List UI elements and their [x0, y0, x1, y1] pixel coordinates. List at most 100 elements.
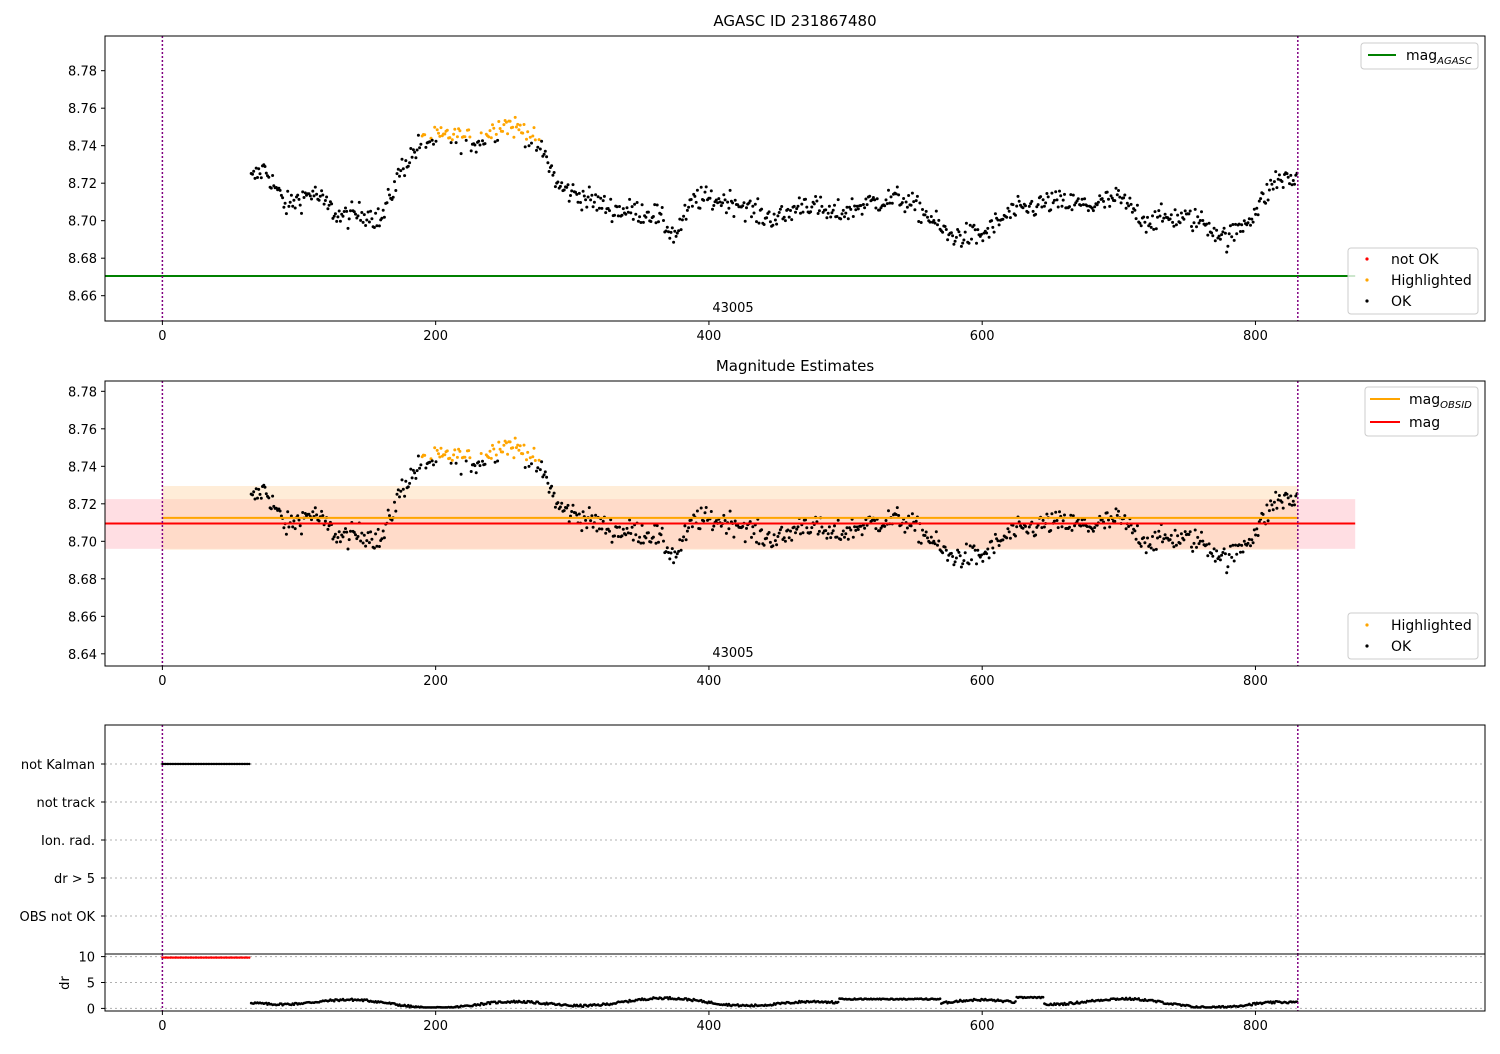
not-kalman-point	[246, 762, 249, 766]
ok-point	[993, 532, 997, 536]
ok-point	[360, 531, 364, 535]
ok-point	[853, 525, 857, 529]
ok-point	[870, 518, 874, 522]
ok-point	[1237, 222, 1241, 226]
ok-point	[1076, 197, 1080, 201]
ok-point	[317, 519, 321, 523]
x-tick-label: 200	[423, 1019, 448, 1034]
ok-point	[556, 501, 560, 505]
ok-point	[826, 532, 830, 536]
ok-point	[831, 529, 835, 533]
highlighted-point	[498, 447, 502, 451]
ok-point	[1015, 525, 1019, 529]
ok-point	[1163, 533, 1167, 537]
ok-point	[926, 215, 929, 219]
ok-point	[396, 167, 400, 171]
ok-point	[609, 197, 613, 201]
ok-point	[581, 189, 585, 193]
ok-point	[254, 166, 258, 170]
ok-point	[726, 200, 730, 204]
ok-point	[1176, 534, 1180, 538]
ok-point	[274, 506, 278, 510]
ok-point	[1134, 217, 1138, 221]
ok-point	[587, 185, 591, 189]
ok-point	[1156, 536, 1159, 540]
ok-point	[711, 207, 714, 211]
ok-point	[624, 533, 628, 537]
ok-point	[1251, 220, 1255, 224]
ok-point	[625, 526, 629, 530]
highlighted-point	[532, 126, 536, 130]
ok-point	[674, 555, 678, 559]
x-tick-label: 400	[697, 1019, 722, 1034]
ok-point	[849, 207, 853, 211]
ok-point	[631, 538, 635, 542]
ok-point	[1138, 221, 1142, 225]
y-tick-label: 8.70	[68, 535, 97, 550]
y-tick-label: 8.78	[68, 65, 97, 80]
highlighted-point	[437, 131, 440, 135]
ok-point	[1139, 544, 1143, 548]
ok-point	[657, 540, 660, 544]
ok-point	[1274, 490, 1278, 494]
ok-point	[289, 193, 293, 197]
ok-point	[477, 139, 481, 143]
ok-point	[1059, 194, 1063, 198]
ok-point	[403, 494, 407, 498]
ok-point	[907, 514, 911, 518]
ok-point	[909, 203, 913, 207]
ok-point	[1285, 492, 1289, 496]
ok-point	[1008, 536, 1012, 540]
ok-point	[1006, 206, 1010, 210]
ok-point	[634, 533, 638, 537]
ok-point	[824, 529, 828, 533]
ok-point	[695, 509, 699, 513]
ok-point	[382, 215, 386, 219]
ok-point	[1144, 230, 1148, 234]
ok-point	[283, 201, 287, 205]
ok-point	[297, 518, 301, 522]
ok-point	[924, 209, 928, 213]
ok-point	[569, 194, 572, 197]
highlighted-point	[468, 456, 472, 460]
ok-point	[985, 552, 989, 556]
ok-point	[1220, 233, 1224, 237]
ok-point	[868, 194, 872, 198]
ok-point	[1200, 530, 1203, 534]
ok-point	[683, 524, 687, 528]
ok-point	[640, 523, 644, 527]
ok-point	[795, 207, 799, 211]
ok-point	[653, 203, 657, 207]
ok-point	[673, 550, 677, 554]
ok-point	[1285, 172, 1289, 176]
ok-point	[820, 204, 824, 208]
ok-point	[973, 548, 977, 552]
highlighted-point	[491, 443, 494, 447]
ok-point	[1162, 537, 1166, 541]
ok-point	[745, 206, 748, 210]
ok-point	[817, 529, 821, 533]
ok-point	[1056, 526, 1060, 530]
ok-point	[848, 205, 851, 209]
ok-point	[1211, 234, 1215, 238]
panel-estimates-legend-lines: magOBSID mag	[1364, 386, 1479, 437]
ok-point	[894, 192, 898, 196]
ok-point	[1124, 527, 1128, 531]
ok-point	[341, 214, 345, 218]
ok-point	[386, 187, 390, 191]
ok-point	[961, 562, 965, 566]
ok-point	[367, 541, 371, 545]
ok-point	[1056, 205, 1060, 209]
ok-point	[553, 185, 557, 189]
ok-point	[1266, 198, 1270, 202]
ok-point	[634, 212, 638, 216]
ok-point	[1290, 183, 1294, 187]
legend-point-swatch	[1365, 257, 1369, 261]
ok-point	[878, 208, 882, 212]
ok-point	[550, 164, 554, 168]
ok-point	[418, 466, 422, 470]
ok-point	[690, 525, 694, 529]
ok-point	[601, 519, 605, 523]
ok-point	[1182, 538, 1186, 542]
not-kalman-point	[175, 762, 179, 766]
